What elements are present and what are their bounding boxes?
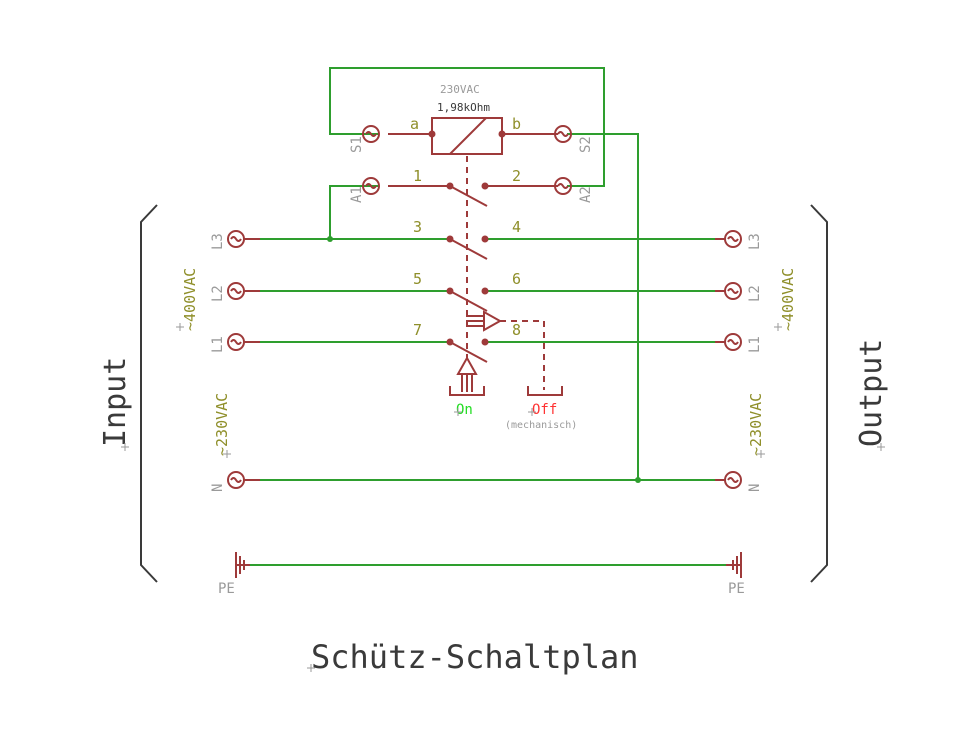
terminal-in-l1-icon xyxy=(227,333,260,351)
output-400vac-label: ~400VAC xyxy=(779,268,797,331)
contact-number-6: 6 xyxy=(512,270,521,288)
contact-number-7: 7 xyxy=(413,321,422,339)
ground-in-icon xyxy=(235,552,250,578)
contact-number-3: 3 xyxy=(413,218,422,236)
junction-dot-n xyxy=(635,477,641,483)
on-label: On xyxy=(456,402,473,418)
output-l2-label: L2 xyxy=(747,285,763,302)
terminal-a1-icon xyxy=(362,177,380,195)
input-bracket xyxy=(140,204,158,583)
coil-pin-a-label: a xyxy=(410,115,419,133)
terminal-in-l2-icon xyxy=(227,282,260,300)
terminal-out-l1-icon xyxy=(715,333,742,351)
input-l1-label: L1 xyxy=(210,336,226,353)
contact-number-1: 1 xyxy=(413,167,422,185)
terminal-s2-icon xyxy=(554,125,572,143)
terminal-out-l2-icon xyxy=(715,282,742,300)
terminal-a2-icon xyxy=(554,177,572,195)
terminal-s1-label: S1 xyxy=(349,136,365,153)
off-actuator xyxy=(466,310,563,396)
terminals xyxy=(227,125,742,489)
input-n-label: N xyxy=(210,484,226,492)
contact-7-8-blade xyxy=(449,341,488,363)
terminal-out-n-icon xyxy=(715,471,742,489)
off-note-label: (mechanisch) xyxy=(505,420,577,431)
contact-number-4: 4 xyxy=(512,218,521,236)
contact-number-2: 2 xyxy=(512,167,521,185)
contact-number-5: 5 xyxy=(413,270,422,288)
brackets xyxy=(140,204,828,583)
origin-marks xyxy=(121,323,885,672)
wire-coil-loop xyxy=(329,67,605,187)
input-400vac-label: ~400VAC xyxy=(181,268,199,331)
input-side-label: Input xyxy=(98,357,133,447)
terminal-a1-label: A1 xyxy=(349,186,365,203)
input-l2-label: L2 xyxy=(210,285,226,302)
coil-voltage-label: 230VAC xyxy=(440,83,480,96)
input-230vac-label: ~230VAC xyxy=(213,393,231,456)
junction-dot-l3 xyxy=(327,236,333,242)
terminal-out-l3-icon xyxy=(715,230,742,248)
terminal-s2-label: S2 xyxy=(578,136,594,153)
coil-pin-b-dot xyxy=(498,130,506,138)
ground-out-icon xyxy=(726,552,742,578)
terminal-a2-label: A2 xyxy=(578,186,594,203)
wires xyxy=(250,67,726,566)
input-pe-label: PE xyxy=(218,581,235,597)
contact-1-2-blade xyxy=(449,185,488,207)
output-230vac-label: ~230VAC xyxy=(747,393,765,456)
off-label: Off xyxy=(532,402,557,418)
output-side-label: Output xyxy=(854,339,889,447)
contact-number-8: 8 xyxy=(512,321,521,339)
coil-pin-b-label: b xyxy=(512,115,521,133)
page-title: Schütz-Schaltplan xyxy=(311,638,639,676)
output-l3-label: L3 xyxy=(747,233,763,250)
contacts xyxy=(388,185,558,363)
coil-resistance-label: 1,98kOhm xyxy=(437,101,490,114)
mechanical-linkage xyxy=(466,156,545,390)
output-n-label: N xyxy=(747,484,763,492)
ground-symbols xyxy=(235,552,742,578)
contact-3-4-blade xyxy=(449,238,488,260)
on-actuator xyxy=(449,355,485,396)
coil-pin-a-dot xyxy=(428,130,436,138)
output-l1-label: L1 xyxy=(747,336,763,353)
output-pe-label: PE xyxy=(728,581,745,597)
input-l3-label: L3 xyxy=(210,233,226,250)
output-bracket xyxy=(810,204,828,583)
terminal-in-l3-icon xyxy=(227,230,260,248)
terminal-in-n-icon xyxy=(227,471,260,489)
terminal-s1-icon xyxy=(362,125,380,143)
contact-dots xyxy=(446,182,489,346)
wire-s2-to-n xyxy=(567,133,639,480)
contact-5-6-blade xyxy=(449,290,488,312)
